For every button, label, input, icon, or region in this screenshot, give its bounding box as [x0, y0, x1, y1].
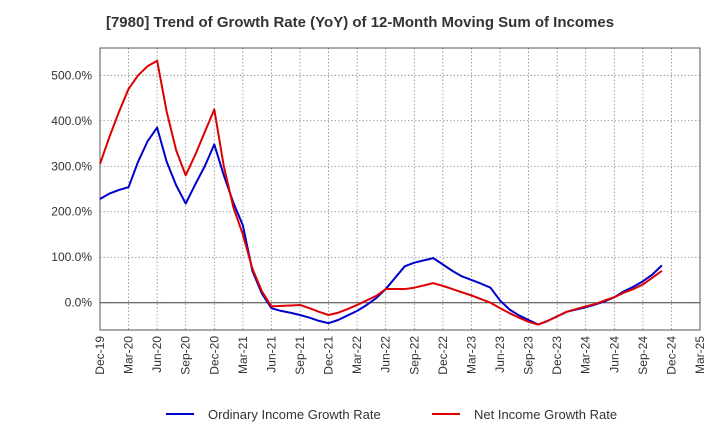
- legend-label: Net Income Growth Rate: [474, 407, 617, 422]
- x-tick-label: Dec-23: [550, 336, 564, 375]
- x-tick-label: Mar-25: [693, 336, 707, 374]
- grid-lines: [99, 48, 701, 330]
- y-tick-label: 300.0%: [51, 159, 92, 173]
- x-axis: Dec-19 Mar-20 Jun-20 Sep-20 Dec-20 Mar-21 Jun-…: [93, 336, 707, 375]
- x-tick-label: Sep-21: [293, 336, 307, 375]
- x-tick-label: Dec-21: [322, 336, 336, 375]
- x-tick-label: Jun-22: [379, 336, 393, 373]
- y-tick-label: 200.0%: [51, 205, 92, 219]
- plot-area: [99, 47, 701, 331]
- y-tick-label: 500.0%: [51, 68, 92, 82]
- x-tick-label: Sep-23: [522, 336, 536, 375]
- x-tick-label: Mar-20: [122, 336, 136, 374]
- x-tick-label: Dec-24: [664, 336, 678, 375]
- x-tick-label: Mar-22: [350, 336, 364, 374]
- x-tick-label: Sep-22: [407, 336, 421, 375]
- y-tick-label: 0.0%: [65, 296, 93, 310]
- series-line-2: [99, 59, 663, 326]
- x-tick-label: Jun-20: [150, 336, 164, 373]
- x-tick-label: Sep-24: [636, 336, 650, 375]
- y-tick-label: 100.0%: [51, 250, 92, 264]
- x-tick-label: Mar-24: [579, 336, 593, 374]
- chart-title: [7980] Trend of Growth Rate (YoY) of 12-…: [105, 14, 615, 31]
- series-line-1: [99, 126, 663, 326]
- x-tick-label: Mar-21: [236, 336, 250, 374]
- x-tick-label: Jun-23: [493, 336, 507, 373]
- x-tick-label: Jun-21: [264, 336, 278, 373]
- x-tick-label: Mar-23: [464, 336, 478, 374]
- y-tick-label: 400.0%: [51, 114, 92, 128]
- x-tick-label: Sep-20: [179, 336, 193, 375]
- legend: Ordinary Income Growth Rate Net Income Gr…: [166, 407, 617, 422]
- x-tick-label: Dec-19: [93, 336, 107, 375]
- y-axis: 0.0% 100.0% 200.0% 300.0% 400.0% 500.0%: [51, 68, 92, 309]
- x-tick-label: Jun-24: [607, 336, 621, 373]
- series-layer: [99, 59, 663, 326]
- x-tick-label: Dec-22: [436, 336, 450, 375]
- legend-label: Ordinary Income Growth Rate: [208, 407, 381, 422]
- x-tick-label: Dec-20: [207, 336, 221, 375]
